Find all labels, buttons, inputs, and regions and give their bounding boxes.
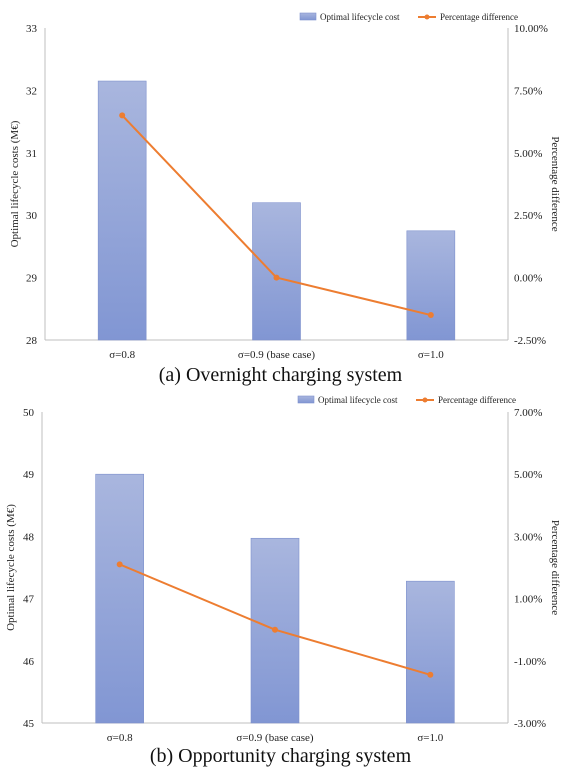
y-tick-label: 33 (26, 23, 38, 35)
y-tick-label: 48 (23, 531, 35, 543)
bar (406, 230, 456, 341)
y2-tick-label: 1.00% (514, 594, 542, 606)
x-tick-label: σ=1.0 (417, 732, 443, 744)
legend-line-marker (422, 397, 428, 403)
line-point (427, 671, 434, 678)
bar (406, 580, 455, 724)
y2-tick-label: 2.50% (514, 210, 542, 222)
y-tick-label: 28 (26, 335, 38, 347)
y2-tick-label: -2.50% (514, 335, 546, 347)
y2-tick-label: 7.00% (514, 407, 542, 419)
chart-panel-opportunity: 45 46 47 48 49 50 -3.00% -1.00% 1.00% 3.00% 5.00% 7… (0, 393, 561, 770)
line-point (119, 112, 126, 119)
bar (95, 473, 144, 724)
y-tick-label: 32 (26, 85, 37, 97)
y2-tick-label: 0.00% (514, 273, 542, 285)
x-tick-label: σ=1.0 (418, 349, 444, 361)
y2-axis-title: Percentage difference (549, 136, 561, 231)
y2-tick-label: -3.00% (514, 718, 546, 730)
line-point (116, 561, 123, 568)
bar (97, 80, 147, 341)
y2-tick-label: 7.50% (514, 85, 542, 97)
x-tick-label: σ=0.8 (107, 732, 133, 744)
x-tick-label: σ=0.9 (base case) (238, 349, 316, 361)
y2-tick-label: 10.00% (514, 23, 548, 35)
legend-line-marker (424, 14, 430, 20)
legend-label: Percentage difference (440, 12, 518, 22)
y-tick-label: 49 (23, 469, 35, 481)
x-tick-label: σ=0.8 (109, 349, 135, 361)
y-tick-label: 50 (23, 407, 35, 419)
y-tick-label: 31 (26, 148, 37, 160)
legend-bar-swatch (297, 395, 315, 404)
line-point (272, 626, 278, 633)
legend-label: Percentage difference (438, 395, 516, 405)
y-tick-label: 45 (23, 718, 35, 730)
x-tick-label: σ=0.9 (base case) (236, 732, 314, 744)
y-tick-label: 29 (26, 273, 38, 285)
chart-caption: (a) Overnight charging system (158, 364, 403, 386)
y-tick-label: 47 (23, 594, 35, 606)
y-tick-label: 46 (23, 656, 35, 668)
y-axis-title: Optimal lifecycle costs (M€) (5, 504, 17, 631)
chart-caption: (b) Opportunity charging system (149, 745, 412, 767)
line-point (273, 274, 280, 281)
line-point (427, 312, 434, 319)
bar (252, 202, 301, 341)
legend-label: Optimal lifecycle cost (320, 12, 400, 22)
chart-overnight-svg: 28 29 30 31 32 33 -2.50% 0.00% 2.50% 5.00% 7.50% 10… (9, 12, 561, 361)
chart-opportunity-svg: 45 46 47 48 49 50 -3.00% -1.00% 1.00% 3.00% 5.00% 7… (5, 395, 561, 744)
chart-panel-overnight: 28 29 30 31 32 33 -2.50% 0.00% 2.50% 5.00% 7.50% 10… (9, 12, 561, 386)
y2-tick-label: 5.00% (514, 469, 542, 481)
y2-tick-label: 3.00% (514, 531, 542, 543)
y2-tick-label: 5.00% (514, 148, 542, 160)
y2-tick-label: -1.00% (514, 656, 546, 668)
y2-axis-title: Percentage difference (549, 520, 561, 615)
legend-bar-swatch (299, 12, 317, 21)
legend-label: Optimal lifecycle cost (318, 395, 398, 405)
y-tick-label: 30 (26, 210, 38, 222)
y-axis-title: Optimal lifecycle costs (M€) (9, 120, 21, 247)
